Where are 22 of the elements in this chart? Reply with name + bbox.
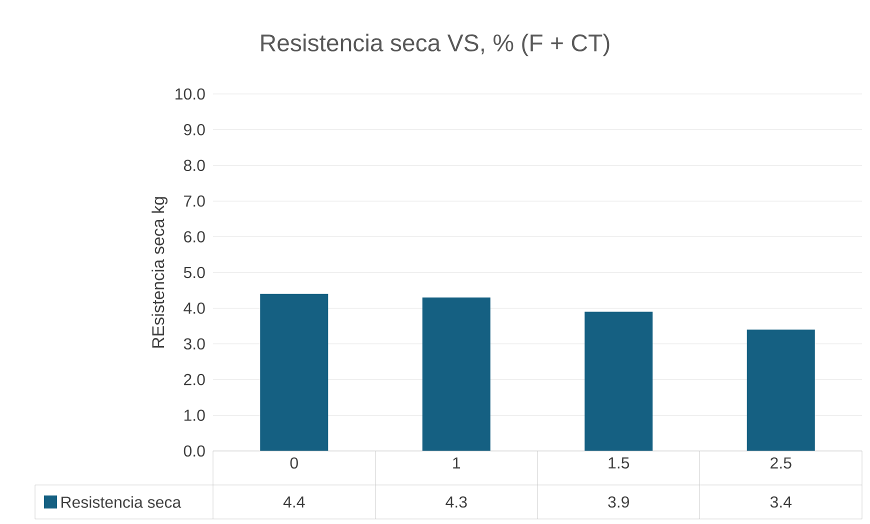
y-tick-label: 10.0 — [176, 88, 205, 100]
y-axis-title: REsistencia seca kg — [152, 197, 168, 348]
data-label: 4.4 — [283, 496, 305, 508]
y-tick-label: 0.0 — [184, 445, 205, 457]
chart-title: Resistencia seca VS, % (F + CT) — [261, 34, 610, 56]
x-tick-label: 1.5 — [608, 457, 630, 469]
data-label: 3.9 — [608, 496, 629, 508]
x-tick-label: 2.5 — [770, 457, 792, 469]
data-label: 4.3 — [446, 496, 467, 508]
y-tick-label: 2.0 — [184, 374, 205, 386]
y-tick-label: 5.0 — [184, 266, 205, 278]
y-tick-label: 3.0 — [184, 338, 205, 350]
x-tick-label: 1 — [453, 457, 460, 468]
legend-label: Resistencia seca — [62, 496, 182, 508]
y-tick-label: 8.0 — [184, 160, 205, 172]
data-label: 3.4 — [770, 496, 792, 508]
y-tick-label: 4.0 — [184, 302, 205, 314]
y-tick-label: 9.0 — [184, 124, 205, 136]
y-tick-label: 7.0 — [184, 195, 205, 207]
y-tick-label: 1.0 — [184, 410, 205, 421]
x-tick-label: 0 — [290, 457, 298, 469]
y-tick-label: 6.0 — [184, 231, 205, 242]
